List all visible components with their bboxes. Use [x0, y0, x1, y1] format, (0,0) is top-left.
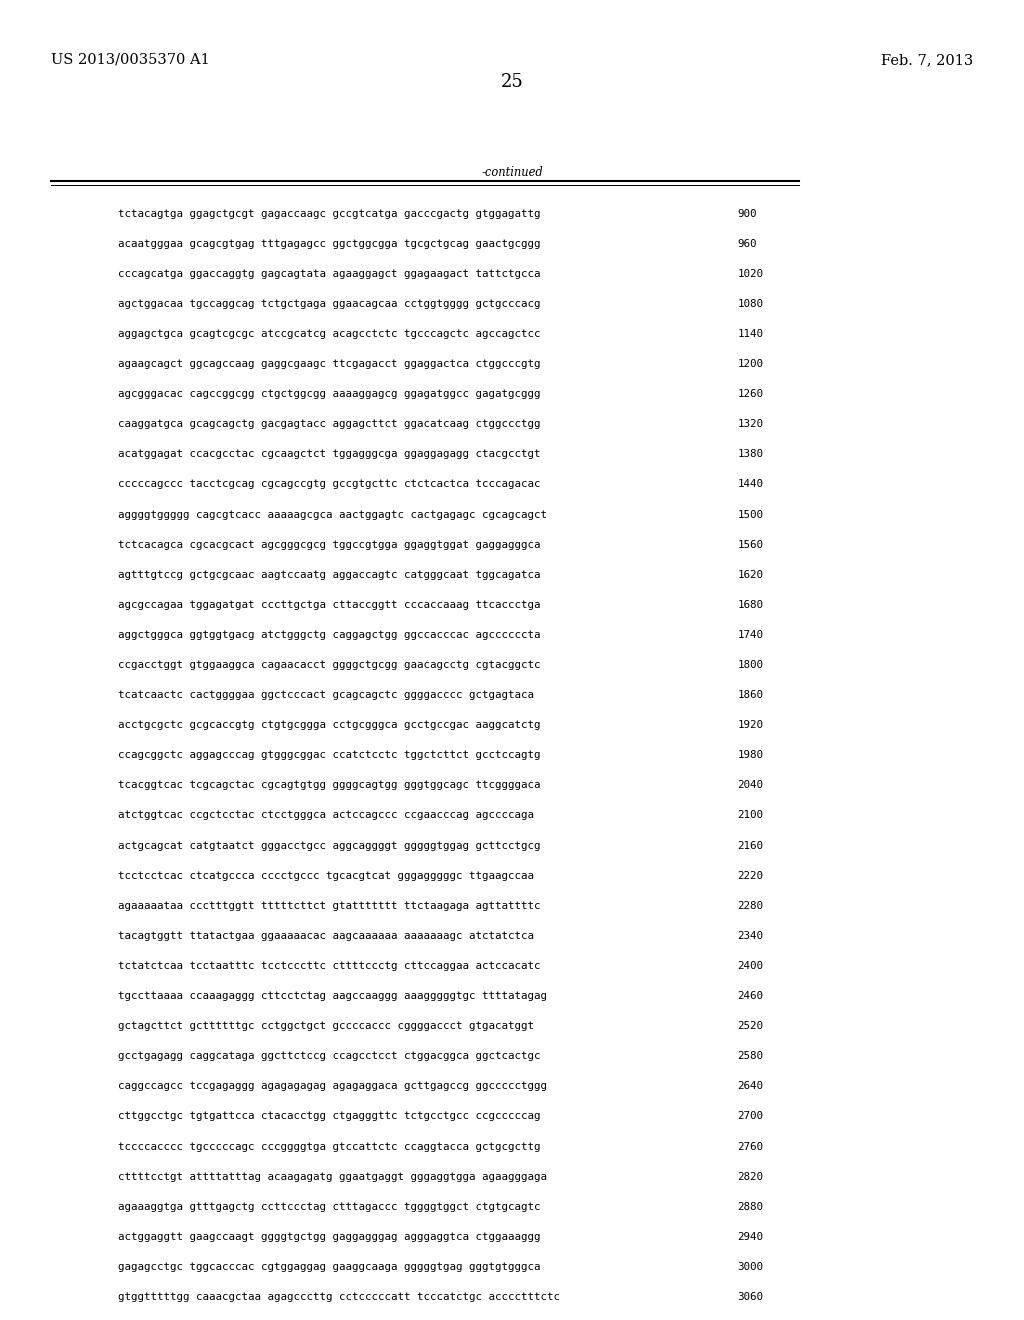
- Text: 2820: 2820: [737, 1172, 763, 1181]
- Text: -continued: -continued: [481, 166, 543, 180]
- Text: cccagcatga ggaccaggtg gagcagtata agaaggagct ggagaagact tattctgcca: cccagcatga ggaccaggtg gagcagtata agaagga…: [118, 269, 541, 279]
- Text: tgccttaaaa ccaaagaggg cttcctctag aagccaaggg aaagggggtgc ttttatagag: tgccttaaaa ccaaagaggg cttcctctag aagccaa…: [118, 991, 547, 1001]
- Text: actggaggtt gaagccaagt ggggtgctgg gaggagggag agggaggtca ctggaaaggg: actggaggtt gaagccaagt ggggtgctgg gaggagg…: [118, 1232, 541, 1242]
- Text: 1260: 1260: [737, 389, 763, 399]
- Text: 1800: 1800: [737, 660, 763, 671]
- Text: 2220: 2220: [737, 871, 763, 880]
- Text: 1680: 1680: [737, 599, 763, 610]
- Text: 1440: 1440: [737, 479, 763, 490]
- Text: tcctcctcac ctcatgccca cccctgccc tgcacgtcat gggagggggc ttgaagccaa: tcctcctcac ctcatgccca cccctgccc tgcacgtc…: [118, 871, 534, 880]
- Text: 25: 25: [501, 73, 523, 91]
- Text: 2100: 2100: [737, 810, 763, 821]
- Text: 2520: 2520: [737, 1022, 763, 1031]
- Text: gctagcttct gcttttttgc cctggctgct gccccaccc cggggaccct gtgacatggt: gctagcttct gcttttttgc cctggctgct gccccac…: [118, 1022, 534, 1031]
- Text: 900: 900: [737, 209, 757, 219]
- Text: 1920: 1920: [737, 721, 763, 730]
- Text: 1500: 1500: [737, 510, 763, 520]
- Text: 3060: 3060: [737, 1292, 763, 1302]
- Text: acctgcgctc gcgcaccgtg ctgtgcggga cctgcgggca gcctgccgac aaggcatctg: acctgcgctc gcgcaccgtg ctgtgcggga cctgcgg…: [118, 721, 541, 730]
- Text: actgcagcat catgtaatct gggacctgcc aggcaggggt gggggtggag gcttcctgcg: actgcagcat catgtaatct gggacctgcc aggcagg…: [118, 841, 541, 850]
- Text: 2880: 2880: [737, 1201, 763, 1212]
- Text: agctggacaa tgccaggcag tctgctgaga ggaacagcaa cctggtgggg gctgcccacg: agctggacaa tgccaggcag tctgctgaga ggaacag…: [118, 298, 541, 309]
- Text: caaggatgca gcagcagctg gacgagtacc aggagcttct ggacatcaag ctggccctgg: caaggatgca gcagcagctg gacgagtacc aggagct…: [118, 420, 541, 429]
- Text: gagagcctgc tggcacccac cgtggaggag gaaggcaaga gggggtgag gggtgtgggca: gagagcctgc tggcacccac cgtggaggag gaaggca…: [118, 1262, 541, 1272]
- Text: 2400: 2400: [737, 961, 763, 972]
- Text: 1020: 1020: [737, 269, 763, 279]
- Text: gcctgagagg caggcataga ggcttctccg ccagcctcct ctggacggca ggctcactgc: gcctgagagg caggcataga ggcttctccg ccagcct…: [118, 1051, 541, 1061]
- Text: 2460: 2460: [737, 991, 763, 1001]
- Text: 1080: 1080: [737, 298, 763, 309]
- Text: tctatctcaa tcctaatttc tcctcccttc cttttccctg cttccaggaa actccacatc: tctatctcaa tcctaatttc tcctcccttc cttttcc…: [118, 961, 541, 972]
- Text: agcgccagaa tggagatgat cccttgctga cttaccggtt cccaccaaag ttcaccctga: agcgccagaa tggagatgat cccttgctga cttaccg…: [118, 599, 541, 610]
- Text: agaagcagct ggcagccaag gaggcgaagc ttcgagacct ggaggactca ctggcccgtg: agaagcagct ggcagccaag gaggcgaagc ttcgaga…: [118, 359, 541, 370]
- Text: 1380: 1380: [737, 449, 763, 459]
- Text: 3000: 3000: [737, 1262, 763, 1272]
- Text: tctcacagca cgcacgcact agcgggcgcg tggccgtgga ggaggtggat gaggagggca: tctcacagca cgcacgcact agcgggcgcg tggccgt…: [118, 540, 541, 549]
- Text: tacagtggtt ttatactgaa ggaaaaacac aagcaaaaaa aaaaaaagc atctatctca: tacagtggtt ttatactgaa ggaaaaacac aagcaaa…: [118, 931, 534, 941]
- Text: acatggagat ccacgcctac cgcaagctct tggagggcga ggaggagagg ctacgcctgt: acatggagat ccacgcctac cgcaagctct tggaggg…: [118, 449, 541, 459]
- Text: 1860: 1860: [737, 690, 763, 700]
- Text: 1320: 1320: [737, 420, 763, 429]
- Text: cccccagccc tacctcgcag cgcagccgtg gccgtgcttc ctctcactca tcccagacac: cccccagccc tacctcgcag cgcagccgtg gccgtgc…: [118, 479, 541, 490]
- Text: 2160: 2160: [737, 841, 763, 850]
- Text: aggggtggggg cagcgtcacc aaaaagcgca aactggagtc cactgagagc cgcagcagct: aggggtggggg cagcgtcacc aaaaagcgca aactgg…: [118, 510, 547, 520]
- Text: 2760: 2760: [737, 1142, 763, 1151]
- Text: cttggcctgc tgtgattcca ctacacctgg ctgagggttc tctgcctgcc ccgcccccag: cttggcctgc tgtgattcca ctacacctgg ctgaggg…: [118, 1111, 541, 1122]
- Text: tcacggtcac tcgcagctac cgcagtgtgg ggggcagtgg gggtggcagc ttcggggaca: tcacggtcac tcgcagctac cgcagtgtgg ggggcag…: [118, 780, 541, 791]
- Text: 960: 960: [737, 239, 757, 248]
- Text: aggagctgca gcagtcgcgc atccgcatcg acagcctctc tgcccagctc agccagctcc: aggagctgca gcagtcgcgc atccgcatcg acagcct…: [118, 329, 541, 339]
- Text: acaatgggaa gcagcgtgag tttgagagcc ggctggcgga tgcgctgcag gaactgcggg: acaatgggaa gcagcgtgag tttgagagcc ggctggc…: [118, 239, 541, 248]
- Text: 2280: 2280: [737, 900, 763, 911]
- Text: 2340: 2340: [737, 931, 763, 941]
- Text: tcatcaactc cactggggaa ggctcccact gcagcagctc ggggacccc gctgagtaca: tcatcaactc cactggggaa ggctcccact gcagcag…: [118, 690, 534, 700]
- Text: agaaaggtga gtttgagctg ccttccctag ctttagaccc tggggtggct ctgtgcagtc: agaaaggtga gtttgagctg ccttccctag ctttaga…: [118, 1201, 541, 1212]
- Text: 1200: 1200: [737, 359, 763, 370]
- Text: agtttgtccg gctgcgcaac aagtccaatg aggaccagtc catgggcaat tggcagatca: agtttgtccg gctgcgcaac aagtccaatg aggacca…: [118, 570, 541, 579]
- Text: ccgacctggt gtggaaggca cagaacacct ggggctgcgg gaacagcctg cgtacggctc: ccgacctggt gtggaaggca cagaacacct ggggctg…: [118, 660, 541, 671]
- Text: 2940: 2940: [737, 1232, 763, 1242]
- Text: tctacagtga ggagctgcgt gagaccaagc gccgtcatga gacccgactg gtggagattg: tctacagtga ggagctgcgt gagaccaagc gccgtca…: [118, 209, 541, 219]
- Text: atctggtcac ccgctcctac ctcctgggca actccagccc ccgaacccag agccccaga: atctggtcac ccgctcctac ctcctgggca actccag…: [118, 810, 534, 821]
- Text: Feb. 7, 2013: Feb. 7, 2013: [881, 53, 973, 67]
- Text: 1740: 1740: [737, 630, 763, 640]
- Text: tccccacccc tgcccccagc cccggggtga gtccattctc ccaggtacca gctgcgcttg: tccccacccc tgcccccagc cccggggtga gtccatt…: [118, 1142, 541, 1151]
- Text: 1980: 1980: [737, 750, 763, 760]
- Text: agcgggacac cagccggcgg ctgctggcgg aaaaggagcg ggagatggcc gagatgcggg: agcgggacac cagccggcgg ctgctggcgg aaaagga…: [118, 389, 541, 399]
- Text: cttttcctgt attttatttag acaagagatg ggaatgaggt gggaggtgga agaagggaga: cttttcctgt attttatttag acaagagatg ggaatg…: [118, 1172, 547, 1181]
- Text: gtggtttttgg caaacgctaa agagcccttg cctcccccatt tcccatctgc acccctttctc: gtggtttttgg caaacgctaa agagcccttg cctccc…: [118, 1292, 560, 1302]
- Text: 1140: 1140: [737, 329, 763, 339]
- Text: US 2013/0035370 A1: US 2013/0035370 A1: [51, 53, 210, 67]
- Text: 1560: 1560: [737, 540, 763, 549]
- Text: 2040: 2040: [737, 780, 763, 791]
- Text: aggctgggca ggtggtgacg atctgggctg caggagctgg ggccacccac agccccccta: aggctgggca ggtggtgacg atctgggctg caggagc…: [118, 630, 541, 640]
- Text: ccagcggctc aggagcccag gtgggcggac ccatctcctc tggctcttct gcctccagtg: ccagcggctc aggagcccag gtgggcggac ccatctc…: [118, 750, 541, 760]
- Text: 1620: 1620: [737, 570, 763, 579]
- Text: caggccagcc tccgagaggg agagagagag agagaggaca gcttgagccg ggccccctggg: caggccagcc tccgagaggg agagagagag agagagg…: [118, 1081, 547, 1092]
- Text: 2580: 2580: [737, 1051, 763, 1061]
- Text: 2640: 2640: [737, 1081, 763, 1092]
- Text: 2700: 2700: [737, 1111, 763, 1122]
- Text: agaaaaataa ccctttggtt tttttcttct gtattttttt ttctaagaga agttattttc: agaaaaataa ccctttggtt tttttcttct gtatttt…: [118, 900, 541, 911]
